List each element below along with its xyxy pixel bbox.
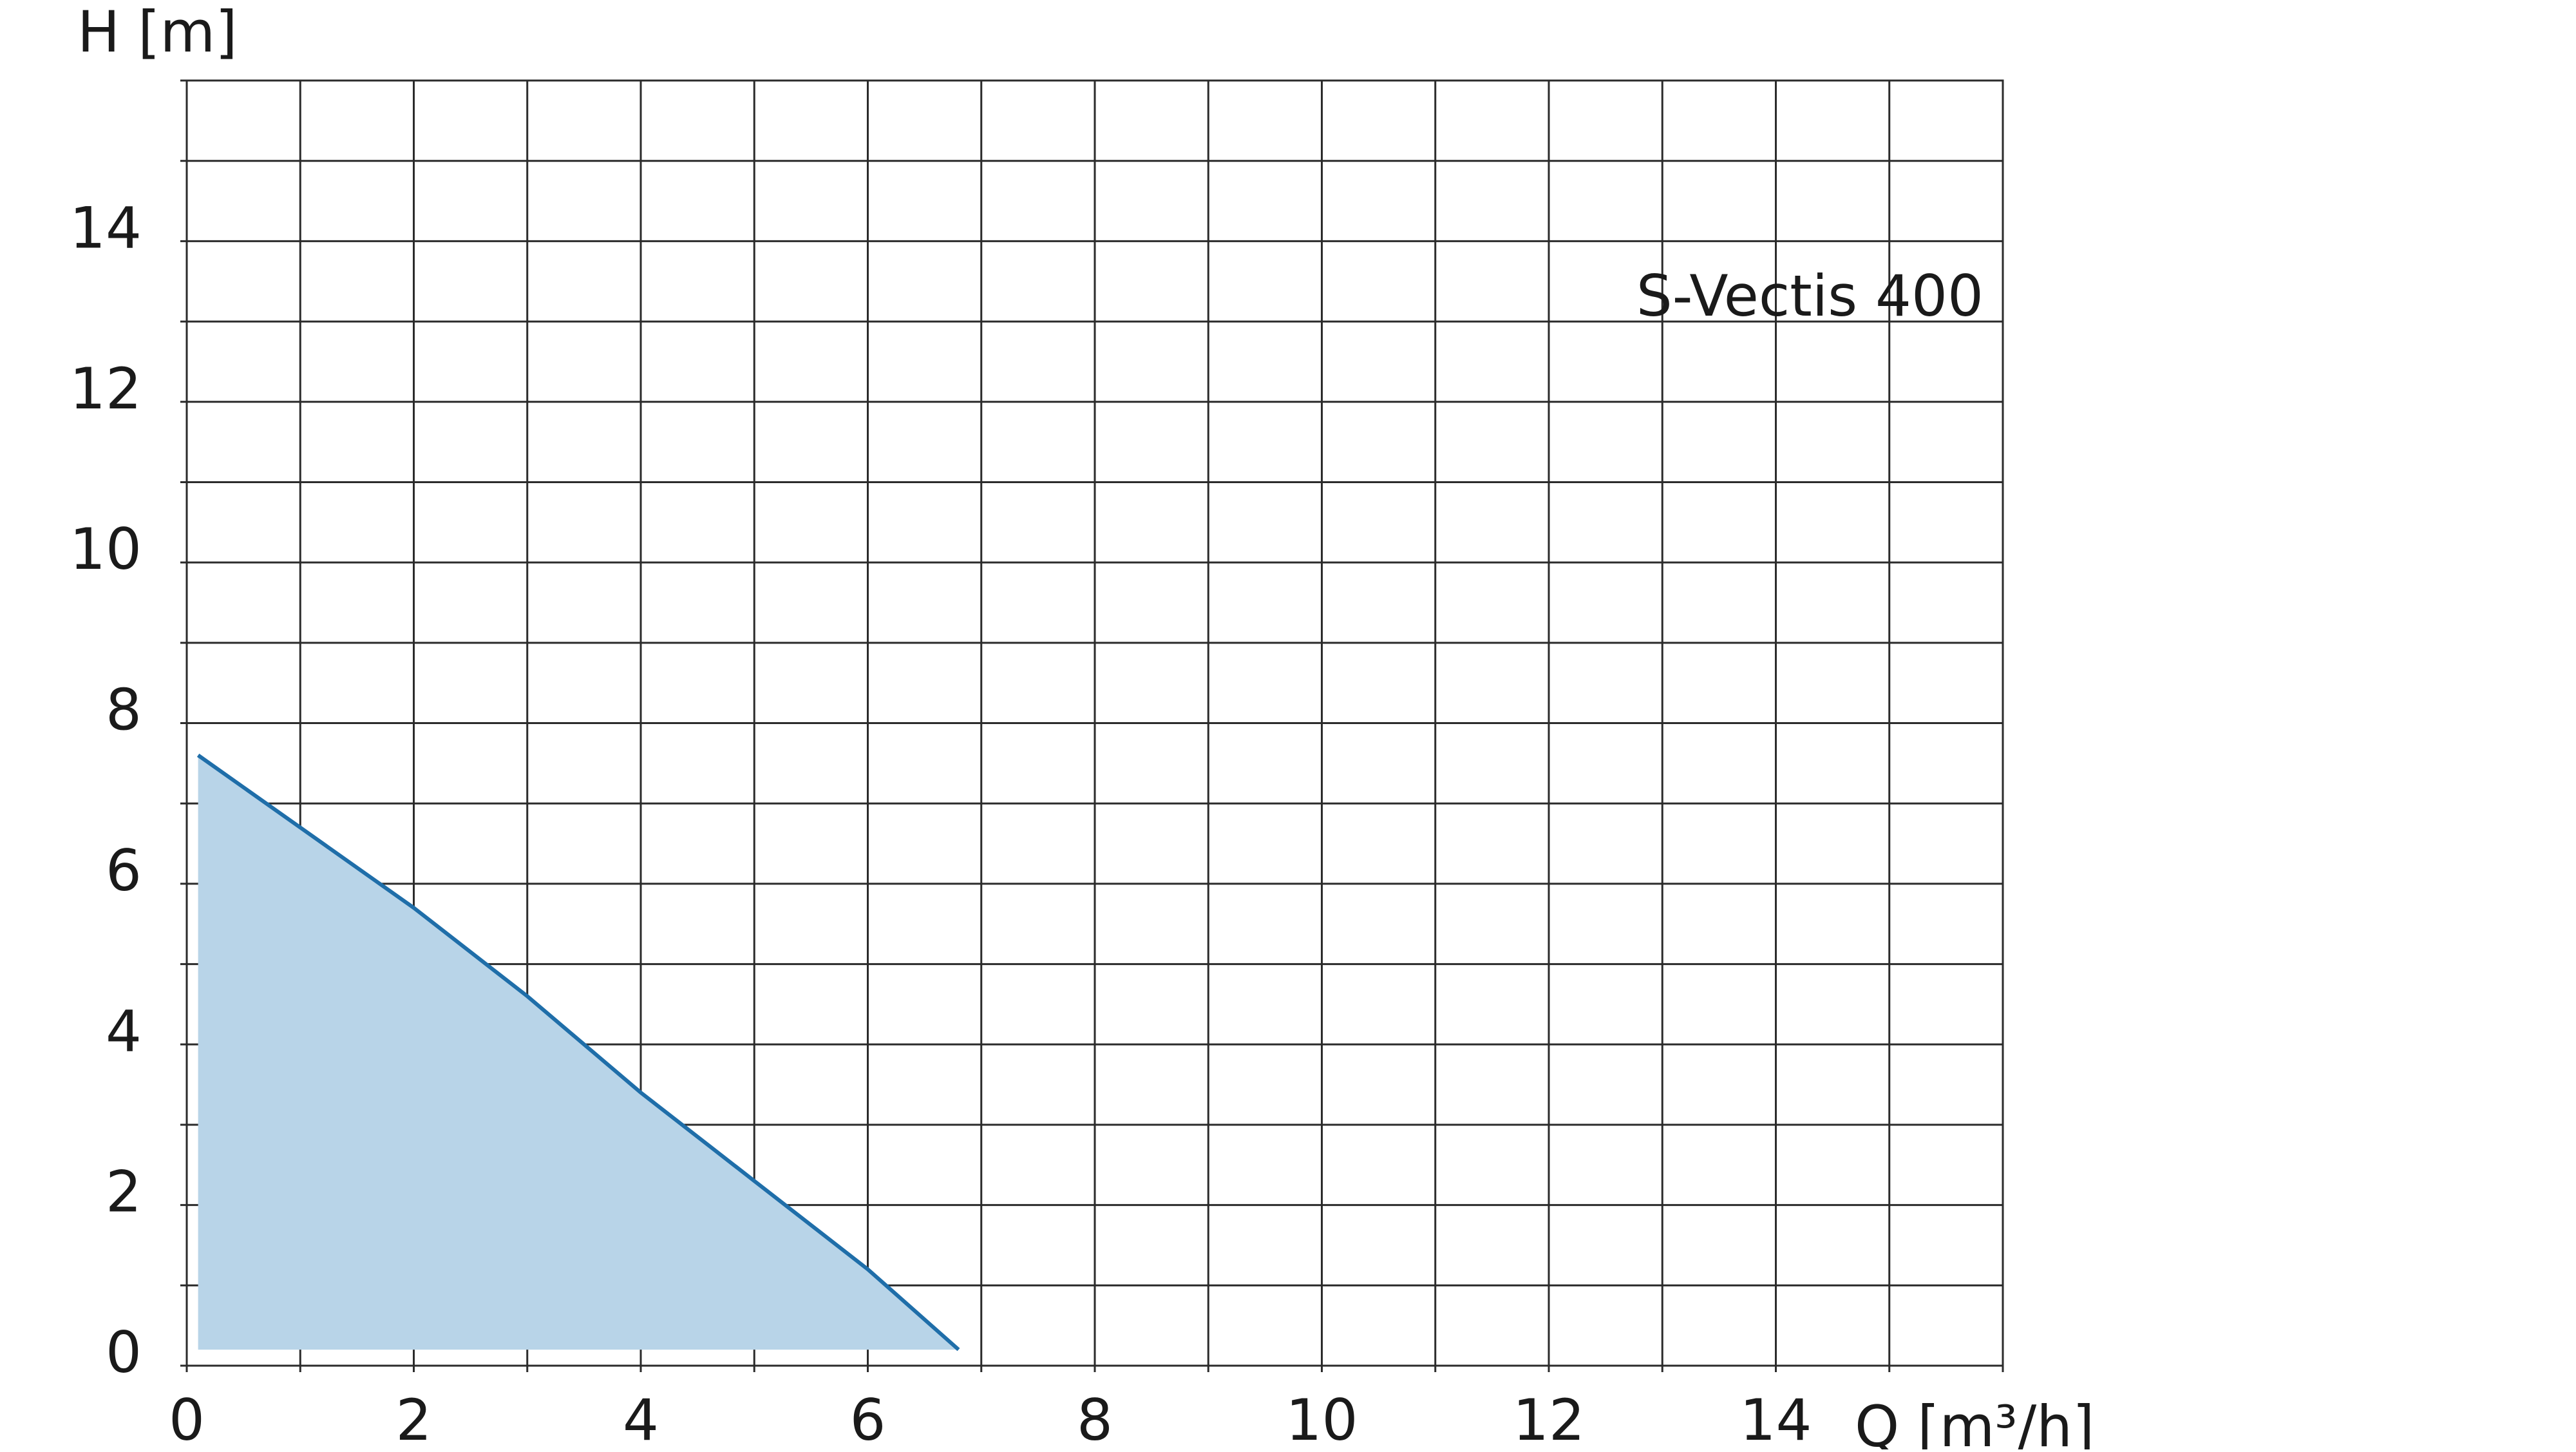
y-tick-label: 12 [70,356,142,422]
grid [180,79,2004,1372]
series-label: S-Vectis 400 [1636,263,1984,329]
x-tick-label: 12 [1513,1387,1585,1449]
y-tick-label: 8 [106,677,142,743]
x-tick-label: 8 [1077,1387,1113,1449]
x-tick-label: 6 [850,1387,886,1449]
x-tick-label: 0 [169,1387,205,1449]
y-tick-label: 0 [106,1319,142,1386]
y-tick-label: 4 [106,998,142,1064]
tick-labels: 0 2 4 6 8 10 12 14 0 2 4 6 8 10 12 14 [70,195,1812,1452]
y-tick-label: 2 [106,1159,142,1225]
pump-curve-line [196,753,960,1352]
area-layer [198,755,959,1350]
operating-area [198,755,959,1350]
curve-layer [196,753,960,1352]
x-tick-label: 14 [1740,1387,1812,1449]
y-tick-label: 10 [70,516,142,582]
x-axis-label: Q [m³/h] [1855,1393,2094,1449]
x-tick-label: 4 [623,1387,659,1449]
x-tick-label: 10 [1286,1387,1358,1449]
y-axis-label: H [m] [77,0,238,65]
x-tick-label: 2 [396,1387,432,1449]
y-tick-label: 14 [70,195,142,261]
plot-frame [185,79,2004,1367]
y-tick-label: 6 [106,837,142,904]
